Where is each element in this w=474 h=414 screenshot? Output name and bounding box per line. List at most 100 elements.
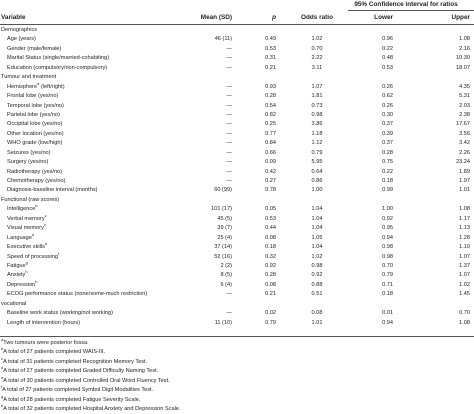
lower-bound-cell: 0.30 <box>382 111 393 118</box>
variable-text: Verbal memory <box>7 215 45 222</box>
upper-bound-cell: 1.01 <box>459 187 470 194</box>
mean-cell: 60 (99) <box>214 187 232 194</box>
p-value-cell: 0.21 <box>265 291 276 298</box>
lower-bound-cell: 0.98 <box>382 244 393 251</box>
column-header-variable: Variable <box>1 14 26 21</box>
table-row: ECOG performance status (none/some-much … <box>0 290 474 299</box>
footnote-marker: h <box>25 269 28 275</box>
mean-cell: — <box>226 45 232 52</box>
p-value-cell: 0.28 <box>265 272 276 279</box>
p-value-cell: 0.49 <box>265 36 276 43</box>
upper-bound-cell: 2.16 <box>459 45 470 52</box>
variable-label: Languaged <box>7 232 34 243</box>
footnote-marker: b <box>1 346 4 352</box>
footnote-text: A total of 28 patients completed Fatigue… <box>3 396 141 403</box>
p-value-cell: 0.92 <box>265 262 276 269</box>
table-row: Surgery (yes/no) — 0.09 5.95 0.75 23.24 <box>0 158 474 167</box>
footnote-marker: c <box>44 212 47 218</box>
variable-text: Gender (male/female) <box>7 45 62 52</box>
footnote-marker: h <box>35 278 38 284</box>
variable-text: Hemisphere <box>7 83 38 90</box>
variable-text: Visual memory <box>7 225 44 232</box>
footnote-marker: a <box>37 80 40 86</box>
footnote-text: A total of 32 patients completed Hospita… <box>3 406 181 413</box>
variable-label: Radiotherapy (yes/no) <box>7 168 62 177</box>
lower-bound-cell: 0.48 <box>382 55 393 62</box>
upper-bound-cell: 2.03 <box>459 102 470 109</box>
variable-label: Marital Status (single/married-cohabitin… <box>7 54 109 63</box>
variable-text: Diagnosis-baseline interval (months) <box>7 187 98 194</box>
upper-bound-cell: 1.13 <box>459 225 470 232</box>
p-value-cell: 0.53 <box>265 45 276 52</box>
variable-text: Baseline work status (working/not workin… <box>7 310 114 317</box>
variable-text: Speed of processing <box>7 253 58 260</box>
mean-cell: — <box>226 121 232 128</box>
upper-bound-cell: 1.08 <box>459 206 470 213</box>
p-value-cell: 0.31 <box>265 55 276 62</box>
footnote-marker: f <box>58 250 60 256</box>
mean-cell: — <box>226 159 232 166</box>
odds-ratio-cell: 3.11 <box>311 64 323 71</box>
variable-label: Verbal memoryc <box>7 212 47 224</box>
variable-text: Language <box>7 234 32 241</box>
table-row: Marital Status (single/married-cohabitin… <box>0 54 474 63</box>
table-row: Visual memoryc 39 (7) 0.44 1.04 0.95 1.13 <box>0 222 474 233</box>
lower-bound-cell: 0.95 <box>382 225 393 232</box>
mean-cell: 39 (7) <box>217 225 232 232</box>
footnote-text: A total of 27 patients completed WAIS-II… <box>3 349 106 356</box>
p-value-cell: 0.77 <box>265 130 276 137</box>
table-row: Speed of processingf 52 (16) 0.32 1.02 0.98 1… <box>0 250 474 262</box>
odds-ratio-cell: 0.51 <box>311 291 323 298</box>
lower-bound-cell: 0.70 <box>382 262 393 269</box>
table-row: Temporal lobe (yes/no) — 0.54 0.73 0.26 2.03 <box>0 102 474 111</box>
table-row: Gender (male/female) — 0.53 0.70 0.22 2.16 <box>0 45 474 54</box>
header-rule <box>0 24 474 25</box>
variable-label: Hemispherea (left/right) <box>7 80 65 92</box>
variable-label: Baseline work status (working/not workin… <box>7 309 113 318</box>
table-row: Languaged 25 (4) 0.08 1.05 0.94 1.28 <box>0 232 474 243</box>
variable-text: Marital Status (single/married-cohabitin… <box>7 55 109 62</box>
upper-bound-cell: 1.45 <box>459 291 470 298</box>
table-row: Seizures (yes/no) — 0.66 0.79 0.28 2.26 <box>0 149 474 158</box>
mean-cell: 52 (16) <box>214 253 232 260</box>
variable-text: Length of intervention (hours) <box>7 319 81 326</box>
p-value-cell: 0.54 <box>265 102 276 109</box>
variable-label: Depressionh <box>7 278 38 290</box>
upper-bound-cell: 1.28 <box>459 234 470 241</box>
upper-bound-cell: 1.17 <box>459 215 470 222</box>
p-value-cell: 0.44 <box>265 225 276 232</box>
odds-ratio-cell: 1.07 <box>311 83 323 90</box>
p-value-cell: 0.09 <box>265 159 276 166</box>
lower-bound-cell: 0.37 <box>382 121 393 128</box>
p-value-cell: 0.18 <box>265 244 276 251</box>
lower-bound-cell: 0.94 <box>382 319 393 326</box>
variable-label: Length of intervention (hours) <box>7 319 80 328</box>
upper-bound-cell: 1.07 <box>459 272 470 279</box>
variable-text: Demographics <box>1 27 38 33</box>
upper-bound-cell: 1.07 <box>459 253 470 260</box>
footnote: bA total of 27 patients completed WAIS-I… <box>0 346 474 357</box>
odds-ratio-cell: 1.01 <box>311 319 323 326</box>
footnote-text: A total of 30 patients completed Control… <box>3 377 170 384</box>
variable-text: Functional (raw scores) <box>1 196 60 203</box>
section-label: Tumour and treatment <box>1 73 56 82</box>
footnote-marker: c <box>43 222 46 228</box>
table-row: Education (compulsory/non-compulsory) — 0.… <box>0 64 474 73</box>
table-row: Length of intervention (hours) 11 (10) 0.7… <box>0 319 474 328</box>
footnote-text: Two tumours were posterior fossa. <box>3 340 89 346</box>
mean-cell: — <box>226 83 232 90</box>
lower-bound-cell: 0.75 <box>382 159 393 166</box>
upper-bound-cell: 5.31 <box>459 93 470 100</box>
table-row: Verbal memoryc 45 (5) 0.53 1.04 0.92 1.17 <box>0 212 474 224</box>
variable-text-tail: (left/right) <box>39 83 65 90</box>
table-row: Fatigueg 2 (2) 0.92 0.98 0.70 1.37 <box>0 261 474 271</box>
footnote-marker: c <box>1 356 3 362</box>
column-header-row: Variable Mean (SD) p Odds ratio Lower Up… <box>0 12 474 23</box>
p-value-cell: 0.42 <box>265 168 276 175</box>
variable-label: Parietal lobe (yes/no) <box>7 111 60 120</box>
variable-text: Seizures (yes/no) <box>7 149 51 156</box>
variable-label: Diagnosis-baseline interval (months) <box>7 186 97 195</box>
upper-bound-cell: 1.08 <box>459 36 470 43</box>
footnote-text: A total of 27 patients completed Symbol … <box>2 387 154 394</box>
